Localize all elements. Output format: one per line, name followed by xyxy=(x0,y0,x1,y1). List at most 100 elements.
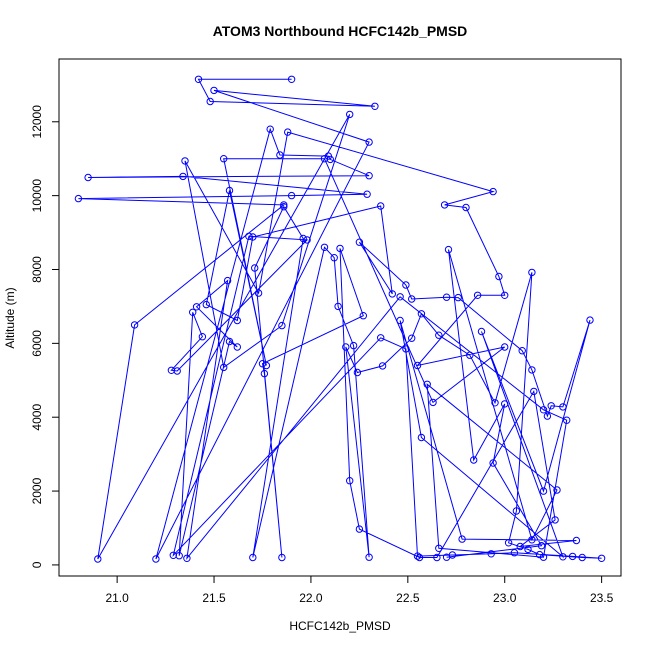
data-point xyxy=(501,400,509,408)
data-point xyxy=(262,361,271,370)
data-point xyxy=(223,276,232,285)
data-point xyxy=(320,155,329,163)
series-layer xyxy=(74,75,606,563)
data-point xyxy=(402,345,410,353)
data-point xyxy=(535,550,544,559)
data-point xyxy=(563,416,571,424)
data-point xyxy=(287,191,296,200)
data-point xyxy=(181,157,189,165)
data-point xyxy=(198,333,207,341)
data-point xyxy=(442,293,451,301)
data-point xyxy=(597,554,606,562)
x-tick-label: 22.0 xyxy=(299,591,323,605)
x-axis-label: HCFC142b_PMSD xyxy=(289,619,391,633)
data-point xyxy=(528,268,536,277)
data-point xyxy=(388,290,396,298)
y-tick-label: 10000 xyxy=(30,179,44,213)
data-point xyxy=(435,331,443,339)
data-point xyxy=(568,552,577,561)
data-point xyxy=(167,366,176,374)
data-point xyxy=(225,186,234,195)
data-point xyxy=(462,203,470,212)
data-point xyxy=(359,312,367,320)
data-point xyxy=(586,316,594,324)
data-point xyxy=(501,291,509,299)
data-point xyxy=(258,360,267,368)
data-point xyxy=(233,343,242,351)
data-point xyxy=(489,187,497,196)
data-point xyxy=(365,553,373,561)
data-point xyxy=(454,293,462,302)
data-point xyxy=(524,545,532,554)
data-point xyxy=(130,321,139,329)
data-point xyxy=(435,544,443,552)
data-point xyxy=(346,110,354,119)
data-point xyxy=(413,361,422,370)
data-point xyxy=(440,201,449,209)
data-point xyxy=(278,321,286,330)
data-point xyxy=(84,173,92,182)
data-point xyxy=(377,334,385,342)
data-point xyxy=(251,264,259,272)
data-point xyxy=(551,516,559,524)
data-point xyxy=(495,272,503,281)
data-point xyxy=(355,525,364,533)
data-point xyxy=(371,102,379,111)
data-point xyxy=(254,289,263,297)
data-point xyxy=(280,203,288,211)
data-point xyxy=(578,553,586,562)
data-point xyxy=(346,477,354,485)
data-point xyxy=(510,549,519,557)
x-tick-label: 22.5 xyxy=(396,591,420,605)
data-point xyxy=(417,433,426,442)
data-point xyxy=(365,138,373,146)
data-point xyxy=(363,190,371,198)
data-point xyxy=(466,351,474,359)
data-point xyxy=(284,128,292,136)
data-point xyxy=(408,295,416,303)
data-point xyxy=(260,369,269,378)
y-tick-label: 6000 xyxy=(30,330,44,357)
data-point xyxy=(175,552,183,560)
x-tick-label: 23.5 xyxy=(590,591,614,605)
data-point xyxy=(210,86,218,95)
data-point xyxy=(442,553,451,561)
data-point xyxy=(516,542,524,551)
data-point xyxy=(183,554,191,562)
data-point xyxy=(249,553,257,562)
data-point xyxy=(192,303,201,311)
data-point xyxy=(504,539,513,547)
data-point xyxy=(378,362,387,370)
data-point xyxy=(353,368,362,377)
data-point xyxy=(74,194,83,203)
data-point xyxy=(342,343,350,351)
data-point xyxy=(501,343,509,351)
data-point xyxy=(512,507,521,515)
x-tick-label: 23.0 xyxy=(493,591,517,605)
data-point xyxy=(355,238,364,246)
data-point xyxy=(539,406,548,414)
y-tick-label: 2000 xyxy=(30,477,44,504)
chart-title: ATOM3 Northbound HCFC142b_PMSD xyxy=(213,23,468,39)
data-point xyxy=(334,302,342,311)
data-point xyxy=(152,555,160,563)
data-point xyxy=(303,236,311,244)
data-point xyxy=(543,412,552,420)
data-point xyxy=(489,459,497,467)
data-point xyxy=(473,291,482,299)
data-point xyxy=(330,254,338,262)
data-point xyxy=(233,316,242,325)
data-point xyxy=(491,399,499,407)
data-point xyxy=(349,341,358,350)
data-point xyxy=(402,281,410,289)
data-point xyxy=(225,337,234,346)
data-point xyxy=(415,553,424,562)
data-point xyxy=(245,232,253,241)
data-point xyxy=(179,172,187,181)
data-point xyxy=(572,536,581,545)
data-point xyxy=(194,75,203,84)
data-point xyxy=(458,535,466,543)
data-point xyxy=(429,398,437,407)
data-point xyxy=(444,245,453,254)
data-point xyxy=(220,155,228,163)
